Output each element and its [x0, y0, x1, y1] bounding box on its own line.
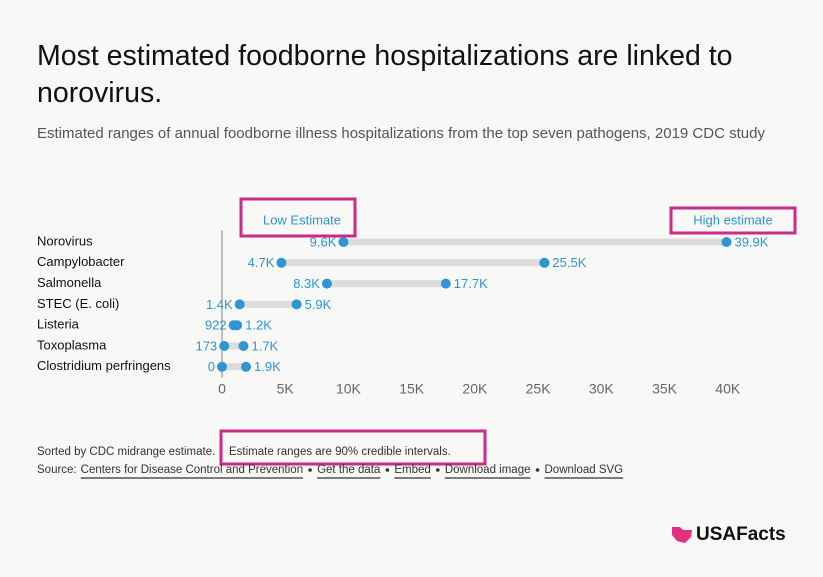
- value-label: 922: [205, 318, 227, 333]
- low-dot: [321, 278, 332, 289]
- separator: [385, 468, 390, 472]
- logo-icon: [672, 527, 692, 543]
- value-label: 9.6K: [310, 234, 337, 249]
- source-link[interactable]: Get the data: [317, 464, 381, 476]
- category-label: Toxoplasma: [37, 337, 107, 352]
- chart-subtitle: Estimated ranges of annual foodborne ill…: [37, 125, 765, 142]
- x-tick-label: 15K: [399, 381, 425, 397]
- x-tick-label: 40K: [715, 381, 741, 397]
- value-label: 1.4K: [206, 297, 233, 312]
- separator: [535, 468, 540, 472]
- value-label: 1.9K: [254, 359, 281, 374]
- value-label: 173: [195, 338, 217, 353]
- low-dot: [234, 299, 245, 310]
- high-dot: [232, 320, 243, 331]
- category-label: Campylobacter: [37, 254, 125, 269]
- category-label: Salmonella: [37, 275, 102, 290]
- value-label: 17.7K: [454, 276, 488, 291]
- value-label: 39.9K: [734, 234, 768, 249]
- x-tick-label: 25K: [526, 381, 552, 397]
- separator: [436, 468, 440, 472]
- x-tick-label: 35K: [652, 381, 678, 397]
- x-tick-label: 10K: [336, 381, 362, 397]
- legend-label: High estimate: [693, 212, 772, 227]
- low-dot: [219, 341, 230, 351]
- highlight-box: [669, 206, 797, 235]
- high-dot: [291, 299, 302, 310]
- value-label: 8.3K: [293, 276, 320, 291]
- low-dot: [276, 257, 287, 268]
- value-label: 1.2K: [245, 318, 272, 333]
- value-label: 25.5K: [552, 255, 586, 270]
- category-label: Listeria: [37, 317, 80, 332]
- source-link[interactable]: Download SVG: [545, 464, 624, 476]
- separator: [308, 468, 312, 472]
- x-tick-label: 0: [218, 381, 226, 397]
- x-tick-label: 5K: [277, 381, 295, 397]
- category-label: STEC (E. coli): [37, 296, 119, 311]
- source-label: Source:: [37, 464, 77, 476]
- category-label: Clostridium perfringens: [37, 358, 171, 373]
- note: Sorted by CDC midrange estimate.: [37, 446, 215, 458]
- high-dot: [440, 278, 451, 289]
- source-link[interactable]: Download image: [445, 464, 531, 476]
- source-link[interactable]: Embed: [394, 464, 430, 476]
- high-dot: [238, 341, 249, 351]
- legend-label: Low Estimate: [263, 212, 341, 227]
- x-tick-label: 30K: [589, 381, 615, 397]
- source-link[interactable]: Centers for Disease Control and Preventi…: [81, 464, 303, 476]
- low-dot: [338, 237, 349, 247]
- value-label: 4.7K: [248, 255, 275, 270]
- highlight-box: [219, 429, 487, 466]
- x-tick-label: 20K: [462, 381, 488, 397]
- logo: USAFacts: [696, 524, 786, 545]
- value-label: 1.7K: [251, 338, 278, 353]
- value-label: 5.9K: [305, 297, 332, 312]
- high-dot: [539, 257, 550, 268]
- low-dot: [217, 361, 227, 372]
- category-label: Norovirus: [37, 233, 93, 248]
- annotation: Estimate ranges are 90% credible interva…: [229, 446, 451, 458]
- chart-title: Most estimated foodborne hospitalization…: [37, 40, 733, 109]
- highlight-box: [239, 197, 357, 238]
- high-dot: [721, 237, 732, 247]
- high-dot: [241, 361, 252, 372]
- value-label: 0: [208, 359, 215, 374]
